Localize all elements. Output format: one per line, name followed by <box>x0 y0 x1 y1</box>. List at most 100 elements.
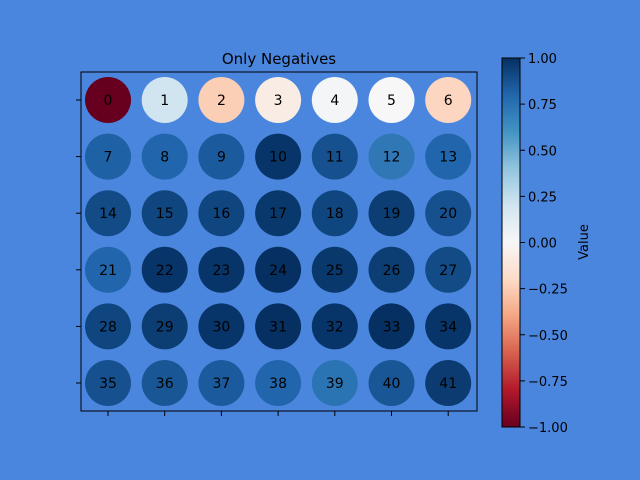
colorbar-tick-label: −0.75 <box>528 375 568 390</box>
chart-title: Only Negatives <box>222 50 336 68</box>
heatmap-cell <box>311 77 358 123</box>
cell-label: 16 <box>212 206 230 222</box>
colorbar <box>501 57 521 428</box>
heatmap-cell <box>255 303 302 350</box>
heatmap-cell <box>311 360 358 406</box>
heatmap-cell <box>368 360 415 406</box>
cell-label: 21 <box>99 263 117 279</box>
heatmap-cell <box>141 77 188 123</box>
colorbar-tick-label: 0.00 <box>528 237 557 252</box>
heatmap-cell <box>141 303 188 350</box>
colorbar-tick-label: 0.25 <box>528 190 557 205</box>
cell-label: 7 <box>104 150 113 166</box>
cell-label: 17 <box>269 206 287 222</box>
heatmap-cell <box>425 303 472 350</box>
cell-label: 39 <box>326 376 344 392</box>
cell-label: 38 <box>269 376 287 392</box>
cell-label: 23 <box>212 263 230 279</box>
heatmap-cell <box>311 246 358 293</box>
cell-label: 14 <box>99 206 117 222</box>
cell-label: 13 <box>439 150 457 166</box>
colorbar-tick-label: 0.75 <box>528 98 557 113</box>
colorbar-tick-label: 0.50 <box>528 144 557 159</box>
heatmap-cell <box>425 246 472 293</box>
heatmap-cell <box>85 190 131 237</box>
heatmap-cell <box>311 303 358 350</box>
cell-label: 31 <box>269 319 287 335</box>
cell-label: 19 <box>383 206 401 222</box>
heatmap-cell <box>425 133 472 180</box>
colorbar-tick-label: 1.00 <box>528 52 557 67</box>
heatmap-cell <box>198 246 245 293</box>
cell-label: 4 <box>330 93 339 109</box>
cell-label: 28 <box>99 319 117 335</box>
heatmap-cell <box>255 360 302 406</box>
cell-label: 2 <box>217 93 226 109</box>
y-ticks <box>76 99 81 384</box>
colorbar-ticks: 1.00 0.75 0.50 0.25 0.00 −0.25 −0.50 −0.75 −1.00 <box>520 52 568 436</box>
heatmap-cell <box>368 133 415 180</box>
heatmap-cell <box>368 77 415 123</box>
cell-label: 37 <box>212 376 230 392</box>
cell-label: 18 <box>326 206 344 222</box>
heatmap-cell <box>368 246 415 293</box>
cell-label: 24 <box>269 263 287 279</box>
cell-label: 20 <box>439 206 457 222</box>
cell-label: 15 <box>156 206 174 222</box>
cell-label: 11 <box>326 150 344 166</box>
heatmap-cell <box>141 246 188 293</box>
heatmap-cell <box>85 77 131 123</box>
heatmap-cell <box>141 360 188 406</box>
cell-label: 35 <box>99 376 117 392</box>
heatmap-cell <box>85 360 131 406</box>
heatmap-cell <box>198 133 245 180</box>
heatmap-cell <box>85 133 131 180</box>
cell-label: 9 <box>217 150 226 166</box>
colorbar-label: Value <box>577 224 592 260</box>
cell-label: 34 <box>439 319 457 335</box>
plot-area <box>80 71 478 412</box>
colorbar-tick-label: −0.25 <box>528 283 568 298</box>
heatmap-cell <box>255 133 302 180</box>
cell-label: 30 <box>212 319 230 335</box>
cell-label: 3 <box>274 93 283 109</box>
cell-label: 6 <box>444 93 453 109</box>
heatmap-cell <box>311 190 358 237</box>
heatmap-cell <box>425 190 472 237</box>
cell-label: 36 <box>156 376 174 392</box>
cell-label: 26 <box>383 263 401 279</box>
cell-label: 12 <box>383 150 401 166</box>
cell-label: 1 <box>160 93 169 109</box>
heatmap-cell <box>255 190 302 237</box>
cell-label: 27 <box>439 263 457 279</box>
heatmap-cell <box>255 246 302 293</box>
cell-label: 40 <box>383 376 401 392</box>
heatmap-cell <box>368 190 415 237</box>
heatmap-cell <box>198 360 245 406</box>
cell-label: 8 <box>160 150 169 166</box>
cell-label: 0 <box>104 93 113 109</box>
heatmap-cell <box>368 303 415 350</box>
heatmap-cell <box>425 360 472 406</box>
cell-label: 32 <box>326 319 344 335</box>
colorbar-tick-label: −1.00 <box>528 421 568 436</box>
heatmap-cell <box>255 77 302 123</box>
heatmap-cell <box>311 133 358 180</box>
cell-label: 22 <box>156 263 174 279</box>
heatmap-cell <box>141 190 188 237</box>
heatmap-cell <box>85 246 131 293</box>
cell-label: 33 <box>383 319 401 335</box>
cell-label: 10 <box>269 150 287 166</box>
x-ticks <box>107 411 449 416</box>
cell-label: 5 <box>387 93 396 109</box>
heatmap-cell <box>425 77 472 123</box>
colorbar-tick-label: −0.50 <box>528 329 568 344</box>
cell-label: 29 <box>156 319 174 335</box>
heatmap-cell <box>85 303 131 350</box>
cell-label: 25 <box>326 263 344 279</box>
heatmap-cell <box>198 303 245 350</box>
cell-label: 41 <box>439 376 457 392</box>
heatmap-cell <box>198 190 245 237</box>
